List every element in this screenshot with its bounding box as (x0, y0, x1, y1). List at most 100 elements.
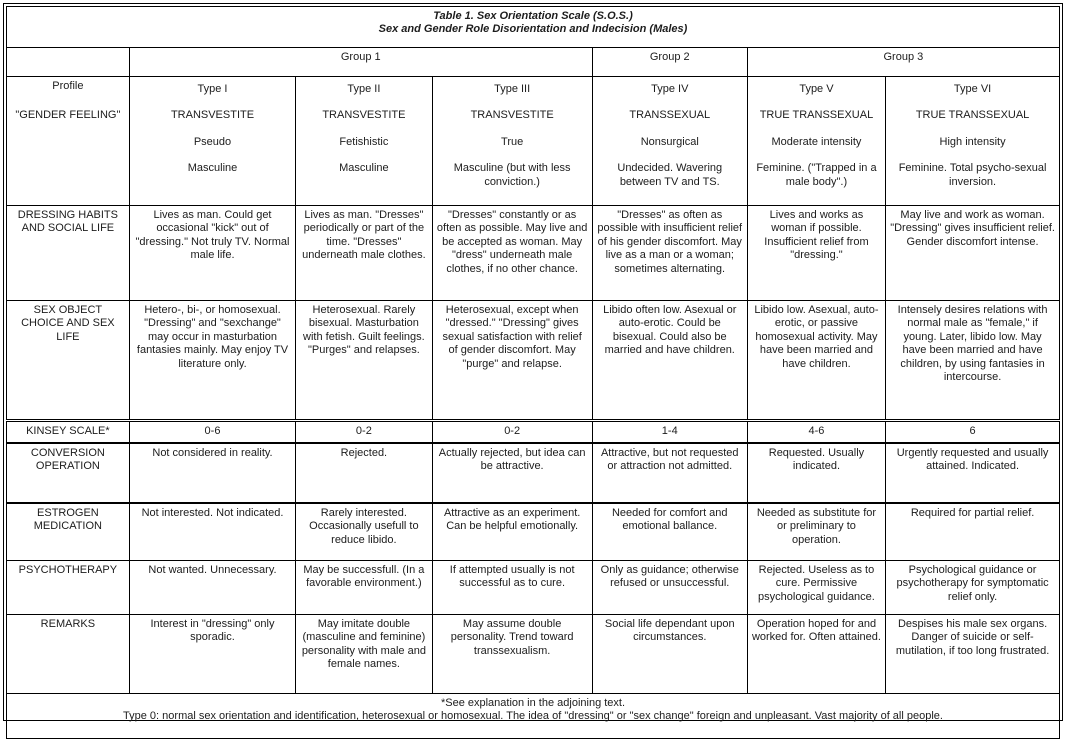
table-cell: Attractive as an experiment. Can be help… (431, 502, 593, 562)
table-cell: "Dresses" as often as possible with insu… (591, 205, 748, 302)
table-cell: Not considered in reality. (128, 442, 297, 504)
table-cell: Libido often low. Asexual or auto-erotic… (591, 300, 748, 422)
type-number: Type I (197, 83, 228, 95)
table-cell: Attractive, but not requested or attract… (591, 442, 748, 504)
remarks-row: REMARKS Interest in "dressing" only spor… (6, 614, 1060, 695)
table-cell: Requested. Usually indicated. (746, 442, 887, 504)
table-cell: 4-6 (746, 419, 887, 445)
type-variant: Fetishistic (339, 135, 389, 148)
table-cell: Rejected. (295, 442, 433, 504)
row-label-conversion-operation: CONVERSION OPERATION (6, 442, 130, 504)
type-feeling: Masculine (339, 162, 389, 175)
table-cell: Needed for comfort and emotional ballanc… (591, 502, 748, 562)
type-variant: Moderate intensity (771, 135, 862, 148)
table-cell: May imitate double (masculine and femini… (295, 614, 433, 695)
footnotes-cell: *See explanation in the adjoining text. … (6, 693, 1060, 739)
type-category: TRUE TRANSSEXUAL (759, 109, 874, 122)
footnotes-row: *See explanation in the adjoining text. … (6, 693, 1060, 739)
table-cell: 1-4 (591, 419, 748, 445)
table-cell: May be successfull. (In a favorable envi… (295, 560, 433, 616)
table-cell: Actually rejected, but idea can be attra… (431, 442, 593, 504)
type-feeling: Undecided. Wavering between TV and TS. (617, 162, 723, 188)
table-cell: Lives and works as woman if possible. In… (746, 205, 887, 302)
conversion-operation-row: CONVERSION OPERATION Not considered in r… (6, 442, 1060, 504)
group-3-header: Group 3 (746, 47, 1061, 77)
type-category: TRANSVESTITE (470, 109, 554, 122)
table-cell: May live and work as woman. "Dressing" g… (885, 205, 1060, 302)
row-label-sex-object-choice: SEX OBJECT CHOICE AND SEX LIFE (6, 300, 130, 422)
row-label-psychotherapy: PSYCHOTHERAPY (6, 560, 130, 616)
profile-label-line2: "GENDER FEELING" (15, 109, 121, 122)
table-cell: Heterosexual, except when "dressed." "Dr… (431, 300, 593, 422)
type-category: TRUE TRANSSEXUAL (915, 109, 1030, 122)
table-cell: If attempted usually is not successful a… (431, 560, 593, 616)
table-cell: Social life dependant upon circumstances… (591, 614, 748, 695)
type-category: TRANSVESTITE (170, 109, 255, 122)
type-variant: High intensity (939, 135, 1006, 148)
group-1-header: Group 1 (128, 47, 593, 77)
document-page: Table 1. Sex Orientation Scale (S.O.S.) … (3, 3, 1063, 739)
type-feeling: Feminine. Total psycho-sexual inversion. (898, 162, 1047, 188)
footnote-line1: *See explanation in the adjoining text. (440, 697, 626, 710)
table-title-line1: Table 1. Sex Orientation Scale (S.O.S.) (433, 10, 633, 22)
profile-cell-type-5: Type V TRUE TRANSSEXUAL Moderate intensi… (746, 75, 887, 207)
table-cell: Required for partial relief. (885, 502, 1060, 562)
table-cell: Rarely interested. Occasionally usefull … (295, 502, 433, 562)
table-cell: Not wanted. Unnecessary. (128, 560, 297, 616)
profile-row: Profile "GENDER FEELING" Type I TRANSVES… (6, 75, 1060, 207)
table-cell: Hetero-, bi-, or homosexual. "Dressing" … (128, 300, 297, 422)
type-feeling: Masculine (187, 162, 238, 175)
table-title: Table 1. Sex Orientation Scale (S.O.S.) … (6, 6, 1060, 48)
table-cell: Operation hoped for and worked for. Ofte… (746, 614, 887, 695)
table-cell: Lives as man. "Dresses" periodically or … (295, 205, 433, 302)
row-label-kinsey-scale: KINSEY SCALE* (6, 419, 130, 445)
table-cell: "Dresses" constantly or as often as poss… (431, 205, 593, 302)
table-cell: Libido low. Asexual, auto-erotic, or pas… (746, 300, 887, 422)
profile-label-line1: Profile (52, 80, 84, 92)
sex-object-choice-row: SEX OBJECT CHOICE AND SEX LIFE Hetero-, … (6, 300, 1060, 422)
profile-cell-type-3: Type III TRANSVESTITE True Masculine (bu… (431, 75, 593, 207)
group-header-empty-cell (6, 47, 130, 77)
table-cell: 0-2 (431, 419, 593, 445)
table-outer-border: Table 1. Sex Orientation Scale (S.O.S.) … (3, 3, 1063, 739)
type-variant: Nonsurgical (640, 135, 699, 148)
group-header-row: Group 1 Group 2 Group 3 (6, 47, 1061, 77)
table-cell: Not interested. Not indicated. (128, 502, 297, 562)
table-title-line2: Sex and Gender Role Disorientation and I… (378, 23, 688, 36)
profile-cell-type-4: Type IV TRANSSEXUAL Nonsurgical Undecide… (591, 75, 748, 207)
group-2-header: Group 2 (591, 47, 748, 77)
table-cell: 0-2 (295, 419, 433, 445)
table-cell: Psychological guidance or psychotherapy … (885, 560, 1060, 616)
type-category: TRANSVESTITE (322, 109, 406, 122)
type-number: Type IV (651, 83, 689, 95)
table-cell: 6 (885, 419, 1060, 445)
row-label-profile: Profile "GENDER FEELING" (6, 75, 130, 207)
psychotherapy-row: PSYCHOTHERAPY Not wanted. Unnecessary. M… (6, 560, 1060, 616)
table-cell: Lives as man. Could get occasional "kick… (128, 205, 297, 302)
type-category: TRANSSEXUAL (629, 109, 711, 122)
type-number: Type II (347, 83, 381, 95)
type-variant: Pseudo (193, 135, 232, 148)
sex-orientation-scale-table: Table 1. Sex Orientation Scale (S.O.S.) … (6, 6, 1061, 739)
table-cell: Rejected. Useless as to cure. Permissive… (746, 560, 887, 616)
table-cell: Interest in "dressing" only sporadic. (128, 614, 297, 695)
row-label-estrogen-medication: ESTROGEN MEDICATION (6, 502, 130, 562)
type-feeling: Masculine (but with less conviction.) (453, 162, 571, 188)
table-cell: Urgently requested and usually attained.… (885, 442, 1060, 504)
type-number: Type V (799, 83, 834, 95)
table-cell: Only as guidance; otherwise refused or u… (591, 560, 748, 616)
profile-cell-type-2: Type II TRANSVESTITE Fetishistic Masculi… (295, 75, 433, 207)
profile-cell-type-6: Type VI TRUE TRANSSEXUAL High intensity … (885, 75, 1060, 207)
profile-cell-type-1: Type I TRANSVESTITE Pseudo Masculine (128, 75, 297, 207)
table-cell: 0-6 (128, 419, 297, 445)
table-cell: Heterosexual. Rarely bisexual. Masturbat… (295, 300, 433, 422)
type-number: Type VI (953, 83, 992, 95)
title-row: Table 1. Sex Orientation Scale (S.O.S.) … (6, 6, 1060, 48)
table-cell: May assume double personality. Trend tow… (431, 614, 593, 695)
table-cell: Needed as substitute for or preliminary … (746, 502, 887, 562)
row-label-dressing-habits: DRESSING HABITS AND SOCIAL LIFE (6, 205, 130, 302)
kinsey-scale-row: KINSEY SCALE* 0-6 0-2 0-2 1-4 4-6 6 (6, 419, 1060, 445)
dressing-habits-row: DRESSING HABITS AND SOCIAL LIFE Lives as… (6, 205, 1060, 302)
table-cell: Intensely desires relations with normal … (885, 300, 1060, 422)
row-label-remarks: REMARKS (6, 614, 130, 695)
